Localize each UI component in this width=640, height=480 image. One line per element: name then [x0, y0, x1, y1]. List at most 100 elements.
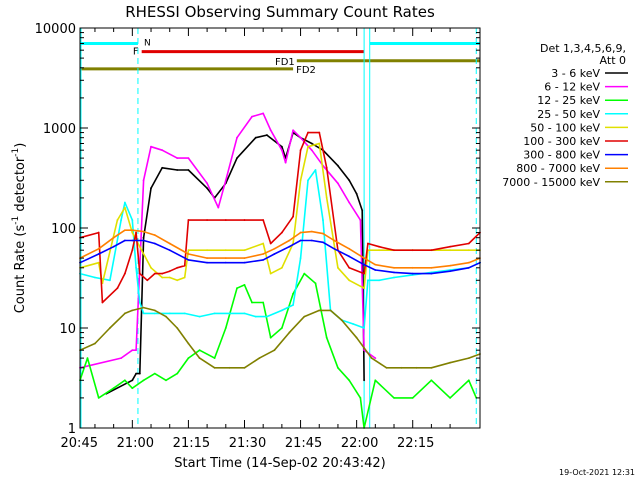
- x-tick-label: 20:45: [61, 436, 98, 451]
- series-point: [109, 279, 111, 282]
- series-point: [292, 304, 294, 306]
- series-point: [135, 266, 137, 269]
- series-point: [374, 263, 377, 266]
- series-point: [310, 142, 313, 145]
- series-point: [307, 179, 309, 182]
- series-point: [153, 242, 156, 245]
- series-point: [251, 301, 253, 304]
- x-tick-label: 22:15: [397, 436, 434, 451]
- series-line-8: [79, 306, 481, 369]
- series-point: [101, 301, 104, 304]
- series-point: [467, 379, 470, 382]
- series-point: [153, 309, 156, 312]
- legend-entry-label: 7000 - 15000 keV: [502, 176, 600, 189]
- series-point: [269, 129, 272, 132]
- series-point: [348, 179, 351, 182]
- series-point: [131, 229, 134, 232]
- series-point: [303, 315, 306, 318]
- series-point: [333, 247, 336, 250]
- series-point: [161, 149, 164, 152]
- series-point: [150, 145, 152, 148]
- series-point: [467, 242, 470, 245]
- series-point: [236, 287, 238, 290]
- series-point: [116, 219, 119, 221]
- series-point: [131, 249, 134, 252]
- series-point: [206, 219, 209, 221]
- series-point: [243, 283, 246, 286]
- series-point: [116, 287, 119, 290]
- series-point: [280, 145, 283, 148]
- series-point: [449, 396, 451, 399]
- series-point: [310, 230, 313, 233]
- series-point: [183, 312, 186, 315]
- series-point: [131, 231, 134, 234]
- series-lines: [79, 112, 481, 429]
- series-point: [359, 396, 362, 399]
- legend-entry-label: 25 - 50 keV: [537, 108, 600, 121]
- series-point: [142, 230, 145, 233]
- legend-entry-label: 12 - 25 keV: [537, 94, 600, 107]
- x-axis-ticks: 20:45 21:00 21:15 21:30 21:45 22:00 22:15: [61, 28, 451, 451]
- series-point: [393, 249, 395, 252]
- series-point: [393, 396, 395, 399]
- series-point: [374, 357, 377, 360]
- series-point: [337, 266, 339, 269]
- series-point: [86, 357, 89, 360]
- series-point: [224, 249, 227, 252]
- x-axis-label: Start Time (14-Sep-02 20:43:42): [174, 456, 385, 471]
- series-point: [213, 357, 216, 360]
- series-point: [363, 272, 366, 275]
- series-point: [355, 336, 358, 339]
- series-point: [224, 219, 227, 221]
- y-tick-label: 100: [51, 222, 76, 237]
- series-point: [318, 309, 321, 312]
- series-point: [251, 115, 253, 118]
- series-point: [288, 239, 291, 242]
- series-point: [355, 192, 358, 195]
- series-point: [123, 272, 126, 275]
- series-point: [269, 272, 272, 275]
- series-point: [307, 145, 309, 148]
- series-point: [280, 149, 283, 152]
- series-point: [224, 261, 227, 264]
- series-point: [120, 357, 123, 360]
- series-point: [142, 236, 145, 239]
- series-point: [411, 273, 414, 276]
- series-point: [449, 249, 451, 252]
- series-point: [123, 206, 126, 209]
- series-point: [322, 232, 324, 235]
- chart-title: RHESSI Observing Summary Count Rates: [125, 3, 435, 21]
- series-point: [322, 219, 324, 221]
- series-point: [430, 249, 433, 252]
- series-point: [150, 266, 152, 269]
- x-tick-label: 22:00: [341, 436, 378, 451]
- series-point: [366, 242, 369, 245]
- series-line-0: [105, 131, 365, 395]
- series-point: [262, 301, 265, 304]
- series-point: [243, 257, 246, 260]
- series-point: [123, 312, 126, 315]
- series-point: [467, 357, 470, 360]
- series-point: [206, 249, 209, 252]
- series-point: [176, 372, 179, 375]
- series-point: [176, 157, 179, 160]
- series-point: [348, 266, 351, 269]
- series-point: [176, 266, 179, 269]
- series-point: [97, 247, 100, 250]
- series-point: [94, 342, 96, 345]
- y-tick-label: 10000: [35, 22, 76, 37]
- series-point: [254, 315, 257, 318]
- series-point: [146, 279, 149, 282]
- flag-label-f: F: [133, 47, 139, 58]
- series-point: [168, 276, 171, 279]
- series-point: [183, 276, 186, 279]
- series-point: [228, 366, 231, 369]
- series-point: [449, 245, 451, 248]
- series-point: [284, 161, 287, 164]
- series-point: [165, 315, 167, 318]
- series-point: [318, 142, 321, 145]
- series-point: [292, 129, 294, 132]
- series-point: [363, 379, 366, 382]
